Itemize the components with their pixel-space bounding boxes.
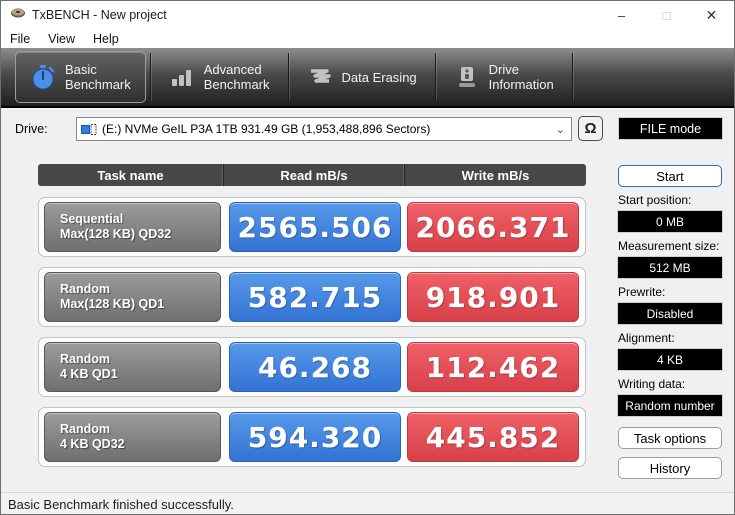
toolbar-separator — [571, 53, 573, 101]
tab-label: Advanced Benchmark — [203, 62, 270, 92]
app-icon — [11, 8, 25, 18]
prewrite-label: Prewrite: — [618, 285, 666, 299]
table-row: Random 4 KB QD1 46.268 112.462 — [38, 337, 586, 397]
prewrite-field[interactable]: Disabled — [617, 302, 723, 325]
eraser-zigzag-icon — [310, 69, 331, 83]
write-value: 918.901 — [407, 272, 579, 322]
toolbar-separator — [149, 53, 151, 101]
start-button[interactable]: Start — [618, 165, 722, 187]
status-bar: Basic Benchmark finished successfully. — [1, 492, 734, 514]
menu-help[interactable]: Help — [93, 31, 119, 46]
measurement-size-label: Measurement size: — [618, 239, 720, 253]
writing-data-label: Writing data: — [618, 377, 686, 391]
writing-data-field[interactable]: Random number — [617, 394, 723, 417]
tab-data-erasing[interactable]: Data Erasing — [293, 54, 431, 100]
read-value: 582.715 — [229, 272, 401, 322]
menu-file[interactable]: File — [10, 31, 31, 46]
toolbar-separator — [434, 53, 436, 101]
write-value: 2066.371 — [407, 202, 579, 252]
task-button-sequential-qd32[interactable]: Sequential Max(128 KB) QD32 — [44, 202, 221, 252]
table-row: Random 4 KB QD32 594.320 445.852 — [38, 407, 586, 467]
task-options-button[interactable]: Task options — [618, 427, 722, 449]
table-row: Random Max(128 KB) QD1 582.715 918.901 — [38, 267, 586, 327]
minimize-button[interactable]: – — [617, 7, 626, 23]
bar-chart-icon — [171, 70, 191, 86]
tab-basic-benchmark[interactable]: Basic Benchmark — [15, 51, 146, 103]
toolbar: Basic Benchmark Advanced Benchmark Data … — [1, 48, 734, 108]
tab-advanced-benchmark[interactable]: Advanced Benchmark — [155, 54, 284, 100]
table-header: Task name Read mB/s Write mB/s — [38, 164, 586, 186]
task-button-random-4kb-qd32[interactable]: Random 4 KB QD32 — [44, 412, 221, 462]
header-read: Read mB/s — [223, 164, 404, 186]
menu-view[interactable]: View — [48, 31, 76, 46]
tab-label: Data Erasing — [341, 69, 417, 85]
status-message: Basic Benchmark finished successfully. — [8, 497, 234, 512]
read-value: 2565.506 — [229, 202, 401, 252]
drive-combo-icon — [81, 123, 97, 135]
start-position-label: Start position: — [618, 193, 692, 207]
file-mode-badge[interactable]: FILE mode — [618, 117, 723, 140]
drive-label: Drive: — [15, 122, 48, 136]
read-value: 594.320 — [229, 412, 401, 462]
start-position-field[interactable]: 0 MB — [617, 210, 723, 233]
read-value: 46.268 — [229, 342, 401, 392]
refresh-icon: Ω — [584, 120, 597, 137]
disk-drive-icon — [458, 67, 475, 87]
write-value: 112.462 — [407, 342, 579, 392]
tab-drive-information[interactable]: Drive Information — [440, 54, 568, 100]
drive-value: (E:) NVMe GeIL P3A 1TB 931.49 GB (1,953,… — [102, 122, 431, 136]
table-row: Sequential Max(128 KB) QD32 2565.506 2066… — [38, 197, 586, 257]
tab-label: Basic Benchmark — [65, 62, 131, 92]
refresh-drives-button[interactable]: Ω — [578, 116, 603, 141]
header-task-name: Task name — [97, 167, 164, 183]
task-button-random-4kb-qd1[interactable]: Random 4 KB QD1 — [44, 342, 221, 392]
menu-bar: File View Help — [1, 29, 734, 48]
history-button[interactable]: History — [618, 457, 722, 479]
measurement-size-field[interactable]: 512 MB — [617, 256, 723, 279]
alignment-field[interactable]: 4 KB — [617, 348, 723, 371]
drive-select[interactable]: (E:) NVMe GeIL P3A 1TB 931.49 GB (1,953,… — [76, 117, 572, 141]
close-button[interactable]: ✕ — [705, 6, 718, 23]
stopwatch-icon — [32, 65, 55, 90]
window-title: TxBENCH - New project — [32, 8, 167, 22]
tab-label: Drive Information — [488, 62, 554, 92]
header-write: Write mB/s — [404, 164, 586, 186]
title-bar: TxBENCH - New project – □ ✕ — [1, 1, 734, 29]
maximize-button[interactable]: □ — [662, 7, 671, 23]
chevron-down-icon: ⌄ — [555, 123, 565, 136]
task-button-random-max-qd1[interactable]: Random Max(128 KB) QD1 — [44, 272, 221, 322]
alignment-label: Alignment: — [618, 331, 675, 345]
toolbar-separator — [287, 53, 289, 101]
write-value: 445.852 — [407, 412, 579, 462]
